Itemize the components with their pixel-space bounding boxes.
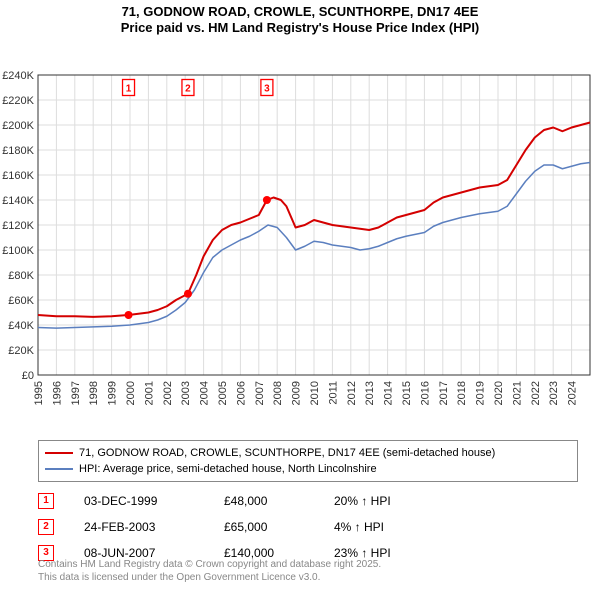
title-block: 71, GODNOW ROAD, CROWLE, SCUNTHORPE, DN1… (0, 0, 600, 37)
svg-text:2000: 2000 (125, 381, 137, 405)
svg-text:2017: 2017 (438, 381, 450, 405)
svg-text:£240K: £240K (2, 70, 34, 82)
transaction-marker: 2 (38, 519, 54, 535)
svg-text:£100K: £100K (2, 245, 34, 257)
svg-text:3: 3 (264, 83, 270, 94)
svg-text:1996: 1996 (51, 381, 63, 405)
svg-text:2007: 2007 (254, 381, 266, 405)
chart-container: 71, GODNOW ROAD, CROWLE, SCUNTHORPE, DN1… (0, 0, 600, 590)
transaction-hpi: 20% ↑ HPI (334, 488, 391, 514)
svg-text:£160K: £160K (2, 170, 34, 182)
svg-text:1998: 1998 (88, 381, 100, 405)
svg-text:£20K: £20K (8, 345, 34, 357)
svg-text:2: 2 (185, 83, 191, 94)
svg-text:2004: 2004 (199, 381, 211, 405)
svg-text:2012: 2012 (346, 381, 358, 405)
transaction-row: 1 03-DEC-1999£48,00020% ↑ HPI (38, 488, 578, 514)
legend-label: 71, GODNOW ROAD, CROWLE, SCUNTHORPE, DN1… (79, 447, 495, 459)
footer-line2: This data is licensed under the Open Gov… (38, 572, 381, 585)
svg-text:£120K: £120K (2, 220, 34, 232)
svg-text:2011: 2011 (327, 381, 339, 405)
footer: Contains HM Land Registry data © Crown c… (38, 559, 381, 584)
svg-text:£200K: £200K (2, 120, 34, 132)
svg-text:£40K: £40K (8, 320, 34, 332)
svg-text:2005: 2005 (217, 381, 229, 405)
svg-text:2015: 2015 (401, 381, 413, 405)
footer-line1: Contains HM Land Registry data © Crown c… (38, 559, 381, 572)
svg-text:2023: 2023 (548, 381, 560, 405)
svg-text:2024: 2024 (567, 381, 579, 405)
title-line1: 71, GODNOW ROAD, CROWLE, SCUNTHORPE, DN1… (0, 4, 600, 20)
svg-text:2010: 2010 (309, 381, 321, 405)
svg-text:2006: 2006 (235, 381, 247, 405)
svg-text:2014: 2014 (383, 381, 395, 405)
title-line2: Price paid vs. HM Land Registry's House … (0, 20, 600, 36)
svg-text:2021: 2021 (511, 381, 523, 405)
svg-text:£220K: £220K (2, 95, 34, 107)
svg-text:2018: 2018 (456, 381, 468, 405)
transactions-table: 1 03-DEC-1999£48,00020% ↑ HPI 2 24-FEB-2003… (38, 488, 578, 566)
transaction-price: £65,000 (224, 514, 334, 540)
legend-swatch (45, 452, 73, 454)
legend-row: HPI: Average price, semi-detached house,… (45, 461, 571, 477)
chart-svg: £0 £20K £40K £60K £80K £100K £120K £140K £160K £1… (0, 37, 600, 437)
svg-text:2003: 2003 (180, 381, 192, 405)
svg-text:2022: 2022 (530, 381, 542, 405)
svg-text:2008: 2008 (272, 381, 284, 405)
legend-row: 71, GODNOW ROAD, CROWLE, SCUNTHORPE, DN1… (45, 445, 571, 461)
legend-label: HPI: Average price, semi-detached house,… (79, 463, 377, 475)
svg-text:£180K: £180K (2, 145, 34, 157)
transaction-hpi: 4% ↑ HPI (334, 514, 384, 540)
svg-text:1999: 1999 (107, 381, 119, 405)
svg-text:£140K: £140K (2, 195, 34, 207)
transaction-date: 24-FEB-2003 (84, 514, 224, 540)
svg-text:£0: £0 (22, 370, 34, 382)
svg-text:1997: 1997 (70, 381, 82, 405)
transaction-date: 03-DEC-1999 (84, 488, 224, 514)
svg-text:2016: 2016 (419, 381, 431, 405)
svg-text:2001: 2001 (143, 381, 155, 405)
svg-text:2013: 2013 (364, 381, 376, 405)
svg-text:£80K: £80K (8, 270, 34, 282)
legend: 71, GODNOW ROAD, CROWLE, SCUNTHORPE, DN1… (38, 440, 578, 482)
svg-text:1: 1 (126, 83, 132, 94)
svg-text:2019: 2019 (475, 381, 487, 405)
svg-text:1995: 1995 (33, 381, 45, 405)
svg-text:2002: 2002 (162, 381, 174, 405)
chart: £0 £20K £40K £60K £80K £100K £120K £140K £160K £1… (0, 37, 600, 437)
svg-text:2009: 2009 (291, 381, 303, 405)
transaction-marker: 1 (38, 493, 54, 509)
transaction-price: £48,000 (224, 488, 334, 514)
legend-swatch (45, 468, 73, 470)
svg-text:2020: 2020 (493, 381, 505, 405)
transaction-row: 2 24-FEB-2003£65,0004% ↑ HPI (38, 514, 578, 540)
svg-text:£60K: £60K (8, 295, 34, 307)
